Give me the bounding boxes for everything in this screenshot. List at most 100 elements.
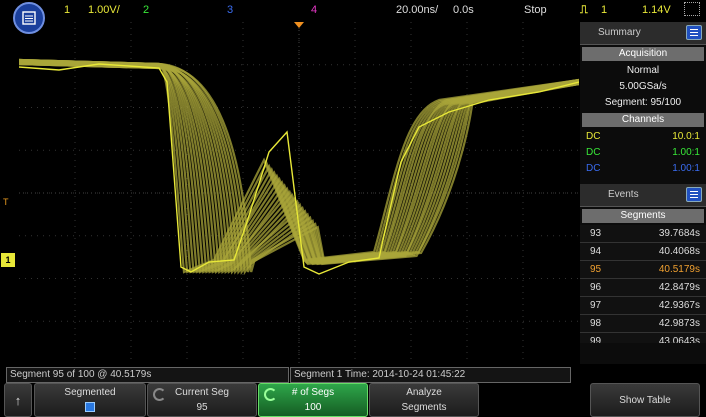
channels-header: Channels [582,113,704,127]
segments-table[interactable]: 93 39.7684s 94 40.4068s 95 40.5179s 96 42.8479s… [580,225,706,343]
analyze-segments-softkey[interactable]: Analyze Segments [369,383,479,417]
segment-time: 40.4068s [658,246,700,257]
segment-time: 42.9873s [658,318,700,329]
channel-coupling: DC [586,147,601,158]
menu-icon [22,11,36,25]
list-icon[interactable] [686,187,702,202]
segment-number: 94 [590,246,602,257]
horizontal-delay[interactable]: 0.0s [453,4,474,16]
current-seg-value: 95 [196,402,208,413]
ch1-number[interactable]: 1 [64,4,71,16]
segment-number: 96 [590,282,602,293]
main-menu-button[interactable] [13,2,45,34]
sample-rate: 5.00GSa/s [619,81,667,92]
segment-status: Segment 95 of 100 @ 40.5179s [6,367,289,383]
acquisition-header: Acquisition [582,47,704,61]
events-tab[interactable]: Events [580,184,706,207]
segment-time: 43.0643s [658,336,700,343]
timebase-scale[interactable]: 20.00ns/ [396,4,439,16]
num-segs-softkey[interactable]: # of Segs 100 [258,383,368,417]
summary-tab-label: Summary [598,27,641,38]
segment-row[interactable]: 93 39.7684s [580,225,706,243]
trigger-edge-icon: ⎍ [580,4,588,16]
segment-number: 98 [590,318,602,329]
num-segs-label: # of Segs [291,387,335,398]
channels-list: DC 10.0:1 DC 1.00:1 DC 1.00:1 [580,129,706,177]
up-arrow-icon: ↑ [14,393,22,408]
trace-overlay [19,62,579,276]
run-state[interactable]: Stop [524,4,547,16]
back-button[interactable]: ↑ [4,383,32,417]
segment-row[interactable]: 96 42.8479s [580,279,706,297]
trigger-level[interactable]: 1.14V [642,4,671,16]
events-tab-label: Events [608,189,639,200]
num-segs-value: 100 [304,402,322,413]
checkbox-icon [85,402,95,412]
knob-icon [153,388,166,401]
segmented-softkey[interactable]: Segmented [34,383,146,417]
analyze-label-line2: Segments [401,402,447,413]
segment-number: 93 [590,228,602,239]
channel-coupling: DC [586,131,601,142]
channel-row: DC 1.00:1 [580,145,706,161]
ch4-number[interactable]: 4 [311,4,318,16]
segment-time-status: Segment 1 Time: 2014-10-24 01:45:22 [290,367,571,383]
status-top-bar: 1 1.00V/ 2 3 4 20.00ns/ 0.0s Stop ⎍ 1 1.… [0,0,706,22]
segment-row[interactable]: 97 42.9367s [580,297,706,315]
status-bar: Segment 95 of 100 @ 40.5179s Segment 1 T… [0,365,706,383]
current-segment-trace [19,63,579,275]
segment-number: 95 [590,264,602,275]
channel-probe-ratio: 1.00:1 [672,147,700,158]
list-icon[interactable] [686,25,702,40]
acquisition-mode: Normal [626,65,660,76]
channel-probe-ratio: 10.0:1 [672,131,700,142]
current-seg-label: Current Seg [175,387,229,398]
segment-row[interactable]: 95 40.5179s [580,261,706,279]
segment-row[interactable]: 94 40.4068s [580,243,706,261]
trace-overlay [19,60,579,275]
segment-time: 39.7684s [658,228,700,239]
segment-number: 97 [590,300,602,311]
trace-overlay [19,59,579,273]
trace-overlay [19,58,579,275]
trace-overlay [19,59,579,275]
channel-coupling: DC [586,163,601,174]
ch3-number[interactable]: 3 [227,4,234,16]
segment-time: 42.9367s [658,300,700,311]
expand-icon[interactable] [684,2,700,16]
segment-time: 42.8479s [658,282,700,293]
trace-overlay [19,61,579,275]
softkey-bar: ↑ Segmented Current Seg 95 # of Segs 100… [0,383,706,417]
show-table-label: Show Table [619,395,671,406]
trace-overlay [19,62,579,274]
analyze-label-line1: Analyze [406,387,442,398]
segment-info: Segment: 95/100 [604,97,682,108]
trace-overlay [19,60,579,274]
channel-row: DC 10.0:1 [580,129,706,145]
segmented-label: Segmented [64,387,116,398]
ch2-number[interactable]: 2 [143,4,150,16]
segment-time: 40.5179s [658,264,700,275]
ch1-scale[interactable]: 1.00V/ [88,4,120,16]
trace-overlay [19,59,579,274]
knob-icon [264,388,277,401]
segments-header: Segments [582,209,704,223]
waveform-canvas [19,22,579,364]
ch1-ground-marker[interactable]: 1 [1,253,15,267]
trace-overlay [19,60,579,274]
segment-number: 99 [590,336,602,343]
trigger-level-marker[interactable]: T [3,197,9,207]
channel-probe-ratio: 1.00:1 [672,163,700,174]
show-table-softkey[interactable]: Show Table [590,383,700,417]
current-seg-softkey[interactable]: Current Seg 95 [147,383,257,417]
segment-row[interactable]: 98 42.9873s [580,315,706,333]
trigger-position-marker [294,22,304,28]
trigger-channel[interactable]: 1 [601,4,608,16]
trace-overlay [19,61,579,274]
summary-tab[interactable]: Summary [580,22,706,45]
side-panel: Summary Acquisition Normal 5.00GSa/s Seg… [580,22,706,364]
waveform-display[interactable] [19,22,579,364]
segment-row[interactable]: 99 43.0643s [580,333,706,343]
channel-row: DC 1.00:1 [580,161,706,177]
trace-overlay [19,58,579,273]
